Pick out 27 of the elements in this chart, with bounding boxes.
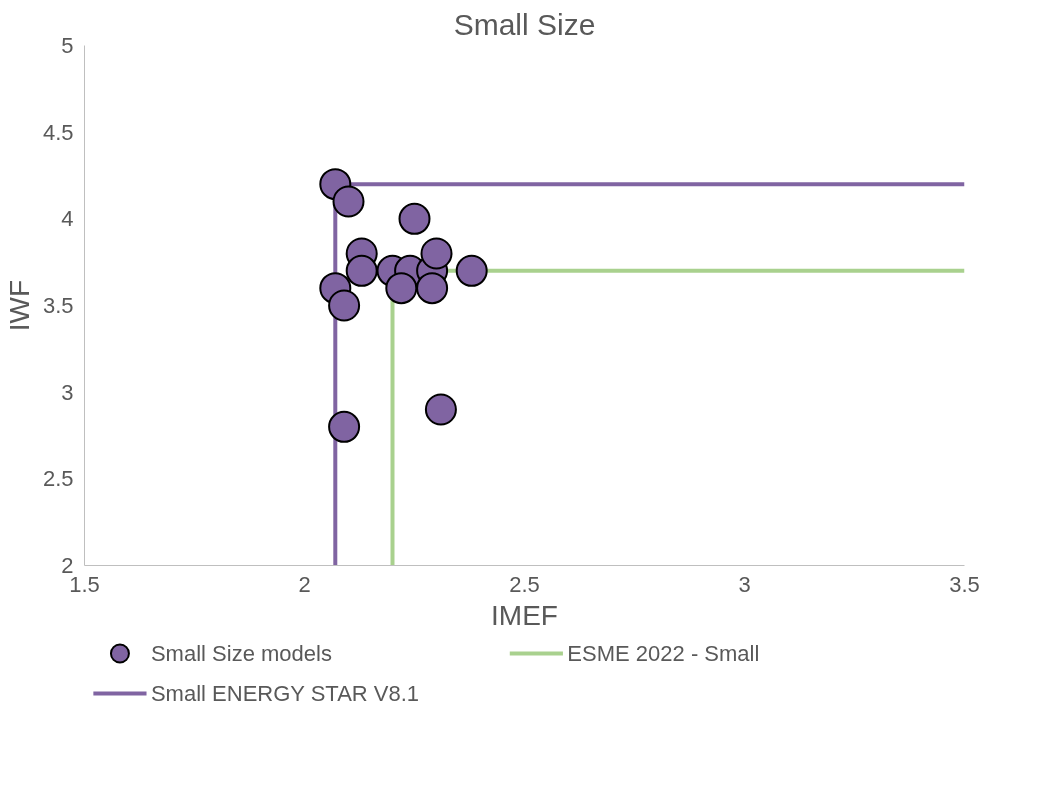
y-tick-label: 4.5 (42, 119, 74, 145)
x-tick-label: 2 (298, 571, 311, 597)
legend-label: Small ENERGY STAR V8.1 (150, 681, 420, 706)
point (420, 237, 453, 270)
point (416, 272, 449, 305)
x-tick-label: 2.5 (509, 571, 540, 597)
y-tick-label: 4 (61, 206, 74, 232)
point (385, 272, 418, 305)
point (455, 254, 488, 287)
y-tick-label: 2 (61, 553, 74, 578)
point (332, 185, 365, 218)
y-tick-label: 3.5 (42, 293, 74, 318)
legend-label: Small Size models (150, 641, 332, 666)
y-tick-label: 5 (61, 33, 74, 58)
point (328, 289, 361, 322)
point (398, 202, 431, 235)
y-tick-label: 3 (61, 379, 74, 405)
x-tick-label: 3.5 (949, 571, 980, 597)
y-tick-label: 2.5 (42, 466, 74, 492)
y-axis-title: IWF (3, 279, 35, 332)
point (424, 393, 457, 426)
point (345, 254, 378, 287)
chart-title: Small Size (453, 7, 596, 41)
point (328, 410, 361, 443)
x-axis-title: IMEF (491, 599, 558, 631)
legend-label: ESME 2022 - Small (567, 641, 760, 666)
x-tick-label: 3 (738, 571, 751, 597)
